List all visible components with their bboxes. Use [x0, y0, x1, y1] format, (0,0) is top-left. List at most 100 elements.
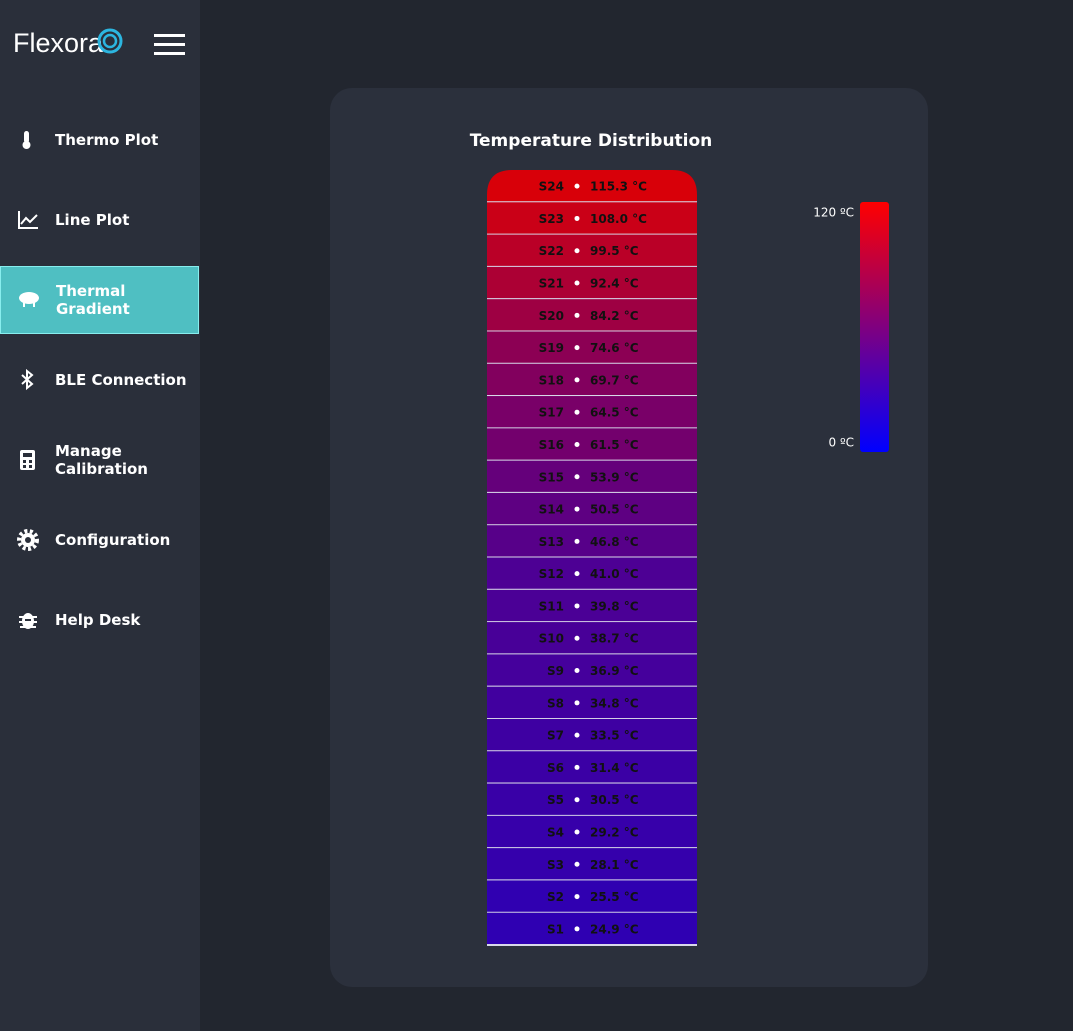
sensor-name: S13	[539, 535, 564, 549]
nav-item[interactable]: BLE Connection	[0, 346, 199, 414]
nav-label: Line Plot	[55, 211, 130, 229]
nav-label: Configuration	[55, 531, 171, 549]
sensor-band	[487, 589, 697, 623]
nav-label: Help Desk	[55, 611, 141, 629]
nav-item[interactable]: Thermo Plot	[0, 106, 199, 174]
sensor-value: 36.9 °C	[590, 664, 639, 678]
sensor-value: 28.1 °C	[590, 858, 639, 872]
sensor-name: S14	[539, 503, 564, 517]
nav-item[interactable]: Thermal Gradient	[0, 266, 199, 334]
sensor-name: S3	[547, 858, 564, 872]
sensor-band	[487, 654, 697, 687]
sensor-band	[487, 718, 697, 752]
sensor-name: S6	[547, 761, 564, 775]
sensor-value: 50.5 °C	[590, 503, 639, 517]
separator-dot	[574, 894, 580, 900]
sensor-band	[487, 299, 697, 332]
nav-icon	[18, 211, 38, 229]
logo-icon	[97, 28, 123, 54]
sensor-band	[487, 880, 697, 913]
separator-dot	[574, 700, 580, 706]
sensor-name: S4	[547, 825, 564, 839]
sensor-value: 46.8 °C	[590, 535, 639, 549]
sensor-band	[487, 363, 697, 397]
sensor-value: 115.3 °C	[590, 180, 647, 194]
separator-dot	[574, 280, 580, 286]
legend-min: 0 ºC	[829, 436, 854, 450]
sensor-band	[487, 751, 697, 784]
sensor-value: 74.6 °C	[590, 341, 639, 355]
sensor-name: S2	[547, 890, 564, 904]
nav-icon	[19, 613, 37, 629]
separator-dot	[574, 571, 580, 577]
sensor-name: S1	[547, 922, 564, 936]
nav-label: BLE Connection	[55, 371, 187, 389]
legend-bar	[860, 202, 889, 452]
sensor-name: S21	[539, 277, 564, 291]
sensor-band	[487, 170, 697, 203]
sensor-band	[487, 622, 697, 655]
sensor-value: 34.8 °C	[590, 696, 639, 710]
sensor-name: S23	[539, 212, 564, 226]
separator-dot	[574, 732, 580, 738]
nav-item[interactable]: Help Desk	[0, 586, 199, 654]
separator-dot	[574, 409, 580, 415]
nav-icon	[20, 450, 35, 470]
separator-dot	[574, 183, 580, 189]
sensor-name: S12	[539, 567, 564, 581]
sensor-value: 64.5 °C	[590, 406, 639, 420]
separator-dot	[574, 441, 580, 447]
menu-button[interactable]	[154, 34, 186, 58]
sensor-band	[487, 525, 697, 558]
separator-dot	[574, 668, 580, 674]
separator-dot	[574, 506, 580, 512]
separator-dot	[574, 215, 580, 221]
sensor-band	[487, 686, 697, 719]
sensor-value: 84.2 °C	[590, 309, 639, 323]
sensor-band	[487, 202, 697, 235]
sensor-name: S19	[539, 341, 564, 355]
sensor-value: 39.8 °C	[590, 599, 639, 613]
sensor-value: 99.5 °C	[590, 244, 639, 258]
sensor-band	[487, 460, 697, 493]
sensor-band	[487, 331, 697, 364]
sensor-value: 25.5 °C	[590, 890, 639, 904]
nav-icon	[21, 369, 34, 391]
separator-dot	[574, 926, 580, 932]
sensor-name: S16	[539, 438, 564, 452]
separator-dot	[574, 312, 580, 318]
sensor-name: S24	[539, 180, 564, 194]
nav-item[interactable]: Manage Calibration	[0, 426, 199, 494]
sensor-value: 30.5 °C	[590, 793, 639, 807]
sensor-name: S8	[547, 696, 564, 710]
sensor-band	[487, 815, 697, 849]
sensor-value: 31.4 °C	[590, 761, 639, 775]
sensor-name: S15	[539, 470, 564, 484]
sensor-name: S9	[547, 664, 564, 678]
sensor-band	[487, 428, 697, 461]
separator-dot	[574, 797, 580, 803]
nav-item[interactable]: Line Plot	[0, 186, 199, 254]
nav-label: Thermal Gradient	[56, 282, 130, 318]
sensor-value: 69.7 °C	[590, 373, 639, 387]
nav-label: Manage Calibration	[55, 442, 148, 478]
separator-dot	[574, 345, 580, 351]
sensor-value: 33.5 °C	[590, 729, 639, 743]
sensor-band	[487, 848, 697, 881]
separator-dot	[574, 474, 580, 480]
sensor-band	[487, 492, 697, 526]
sensor-value: 24.9 °C	[590, 922, 639, 936]
separator-dot	[574, 248, 580, 254]
separator-dot	[574, 764, 580, 770]
nav-icon	[17, 529, 39, 551]
sensor-name: S20	[539, 309, 564, 323]
nav-item[interactable]: Configuration	[0, 506, 199, 574]
sensor-band	[487, 557, 697, 590]
sensor-name: S18	[539, 373, 564, 387]
sensor-band	[487, 783, 697, 816]
sensor-value: 53.9 °C	[590, 470, 639, 484]
separator-dot	[574, 635, 580, 641]
separator-dot	[574, 861, 580, 867]
